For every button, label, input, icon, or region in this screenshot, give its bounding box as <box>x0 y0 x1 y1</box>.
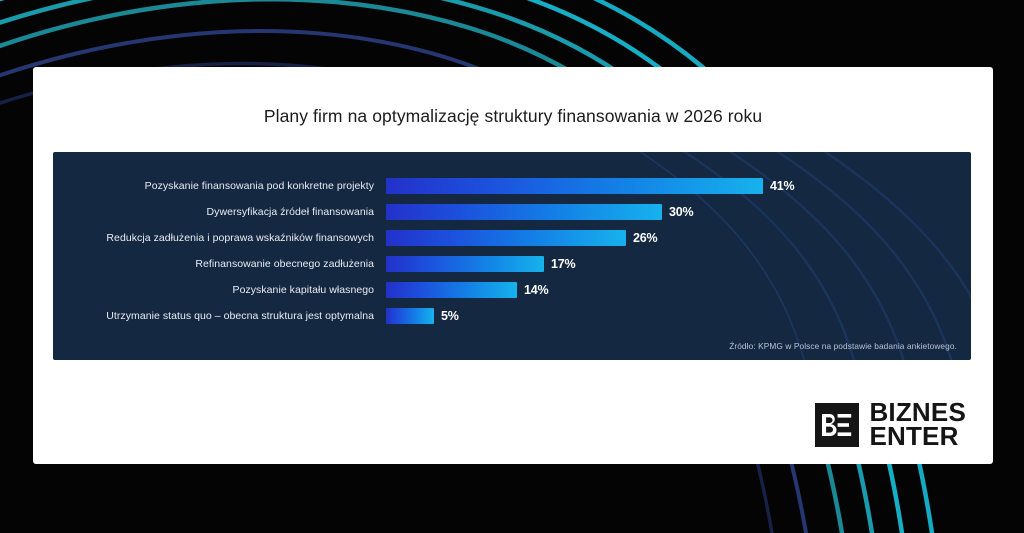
source-note: Źródło: KPMG w Polsce na podstawie badan… <box>729 341 957 351</box>
bar-track: 26% <box>386 225 971 251</box>
table-row: Utrzymanie status quo – obecna struktura… <box>53 303 971 329</box>
bar-track: 5% <box>386 303 971 329</box>
bar-category-label: Refinansowanie obecnego zadłużenia <box>195 257 374 270</box>
bar-value-label: 5% <box>441 308 459 323</box>
bar-track: 14% <box>386 277 971 303</box>
bar-track: 30% <box>386 199 971 225</box>
bar-value-label: 30% <box>669 204 694 219</box>
bar-track: 17% <box>386 251 971 277</box>
bar-value-label: 26% <box>633 230 658 245</box>
bar-category-label: Pozyskanie kapitału własnego <box>232 283 374 296</box>
page-title: Plany firm na optymalizację struktury fi… <box>263 106 763 126</box>
bar-category-label: Pozyskanie finansowania pod konkretne pr… <box>144 179 374 192</box>
table-row: Pozyskanie finansowania pod konkretne pr… <box>53 173 971 199</box>
bar-value-label: 14% <box>524 282 549 297</box>
table-row: Pozyskanie kapitału własnego 14% <box>53 277 971 303</box>
bar-category-label: Dywersyfikacja źródeł finansowania <box>206 205 374 218</box>
bar-value-label: 41% <box>770 178 795 193</box>
bar-segment <box>386 178 763 194</box>
bar-segment <box>386 256 544 272</box>
table-row: Redukcja zadłużenia i poprawa wskaźników… <box>53 225 971 251</box>
table-row: Refinansowanie obecnego zadłużenia 17% <box>53 251 971 277</box>
brand-logo: BIZNES ENTER <box>815 399 966 452</box>
table-row: Dywersyfikacja źródeł finansowania 30% <box>53 199 971 225</box>
be-monogram-icon <box>822 414 852 437</box>
bar-chart-rows: Pozyskanie finansowania pod konkretne pr… <box>53 173 971 329</box>
bar-segment <box>386 230 626 246</box>
logo-mark-icon <box>815 403 860 448</box>
bar-segment <box>386 204 662 220</box>
bar-value-label: 17% <box>551 256 576 271</box>
logo-line-2: ENTER <box>869 421 959 452</box>
bar-segment <box>386 308 434 324</box>
bar-track: 41% <box>386 173 971 199</box>
bar-category-label: Utrzymanie status quo – obecna struktura… <box>106 309 374 322</box>
content-card: Plany firm na optymalizację struktury fi… <box>33 67 993 464</box>
bar-segment <box>386 282 517 298</box>
chart-panel: Pozyskanie finansowania pod konkretne pr… <box>53 152 971 360</box>
logo-wordmark: BIZNES ENTER <box>869 399 966 452</box>
bar-category-label: Redukcja zadłużenia i poprawa wskaźników… <box>106 231 374 244</box>
